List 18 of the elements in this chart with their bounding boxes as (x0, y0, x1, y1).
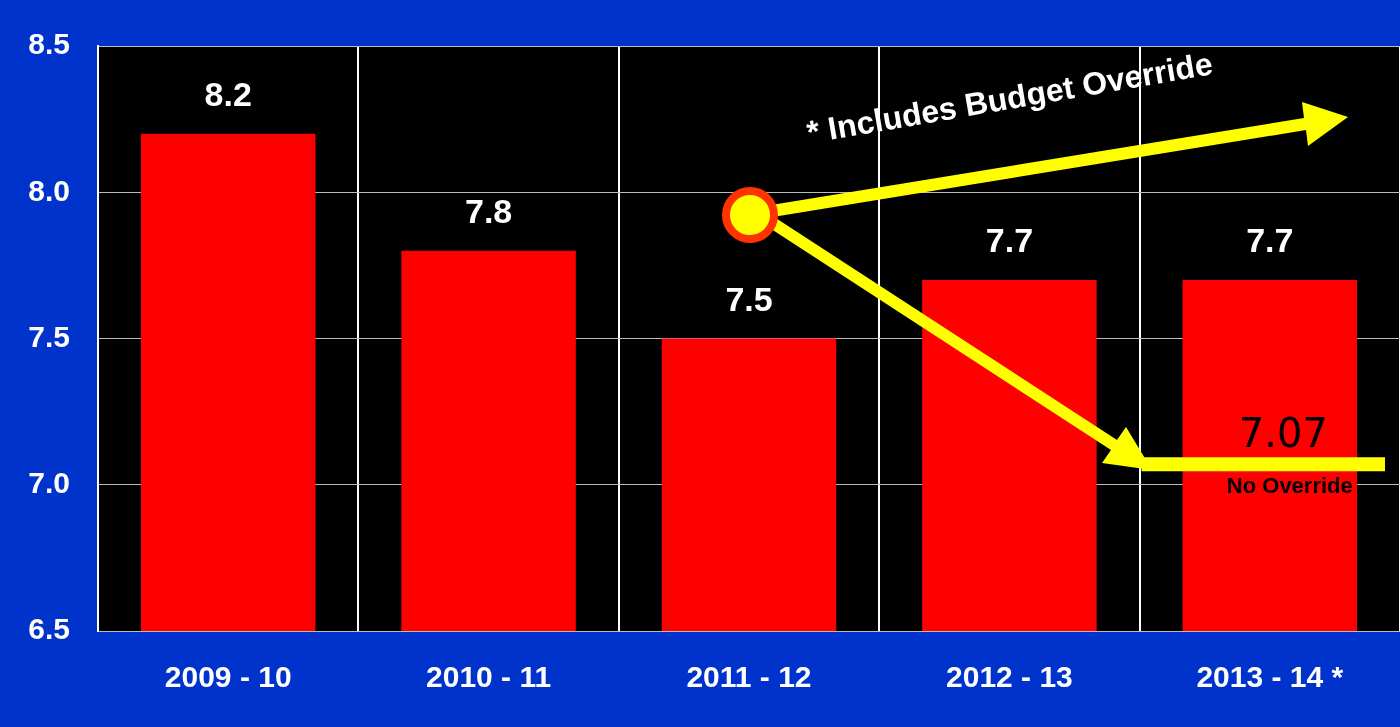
y-tick-label: 7.5 (28, 319, 70, 353)
x-tick-label: 2010 - 11 (426, 660, 552, 694)
data-label: 7.7 (1246, 221, 1294, 260)
annotation: * Includes Budget Override (804, 45, 1216, 151)
annotation: No Override (1226, 473, 1353, 499)
data-label: 7.7 (985, 221, 1034, 260)
data-label: 7.8 (464, 192, 513, 231)
x-tick-label: 2011 - 12 (686, 660, 812, 694)
y-tick-label: 6.5 (28, 612, 70, 646)
data-label: 7.5 (725, 279, 773, 318)
x-tick-label: 2009 - 10 (164, 660, 292, 694)
x-tick-label: 2013 - 14 * (1196, 660, 1344, 694)
data-label: 8.2 (204, 75, 252, 114)
y-tick-label: 8.5 (28, 27, 70, 61)
y-tick-label: 8.0 (28, 173, 70, 207)
y-tick-label: 7.0 (28, 466, 70, 500)
x-tick-label: 2012 - 13 (946, 660, 1073, 694)
ref-line-label: 7.07 (1238, 409, 1328, 456)
